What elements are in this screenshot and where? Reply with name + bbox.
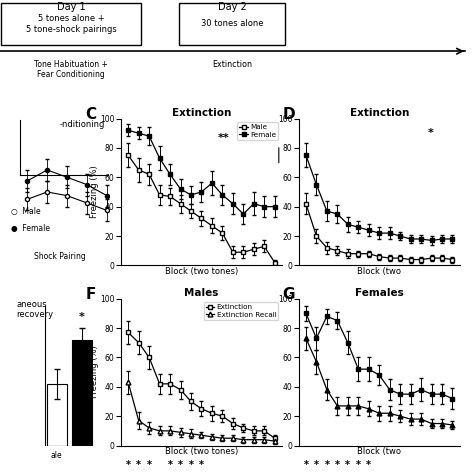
- Text: -nditioning: -nditioning: [60, 120, 105, 129]
- Text: **: **: [218, 133, 229, 143]
- Legend: Male, Female: Male, Female: [237, 122, 278, 140]
- Text: ale: ale: [51, 451, 63, 460]
- Text: Day 1: Day 1: [57, 2, 85, 12]
- Bar: [72, 340, 91, 446]
- Text: *: *: [366, 460, 371, 470]
- Text: C: C: [85, 107, 97, 122]
- Text: *: *: [428, 128, 433, 138]
- Text: *: *: [199, 460, 204, 470]
- Legend: Extinction, Extinction Recall: Extinction, Extinction Recall: [203, 302, 278, 320]
- Text: *: *: [345, 460, 350, 470]
- Y-axis label: Freezing (%): Freezing (%): [90, 346, 99, 399]
- Text: F: F: [85, 287, 96, 302]
- Text: *: *: [314, 460, 319, 470]
- Text: 5 tones alone +
5 tone-shock pairings: 5 tones alone + 5 tone-shock pairings: [26, 14, 117, 34]
- FancyBboxPatch shape: [179, 3, 285, 45]
- Text: G: G: [283, 287, 295, 302]
- X-axis label: Block (two: Block (two: [357, 267, 401, 276]
- Text: *: *: [178, 460, 183, 470]
- Title: Males: Males: [184, 288, 219, 298]
- Text: ●  Female: ● Female: [11, 224, 50, 233]
- Text: *: *: [136, 460, 141, 470]
- FancyBboxPatch shape: [1, 3, 141, 45]
- Title: Extinction: Extinction: [172, 108, 231, 118]
- Text: D: D: [283, 107, 295, 122]
- Title: Females: Females: [355, 288, 403, 298]
- Text: *: *: [356, 460, 361, 470]
- Text: aneous
recovery: aneous recovery: [16, 300, 54, 319]
- Text: ○  Male: ○ Male: [11, 207, 40, 216]
- Y-axis label: Freezing (%): Freezing (%): [90, 165, 99, 219]
- Title: Extinction: Extinction: [349, 108, 409, 118]
- Bar: [47, 384, 66, 446]
- Text: *: *: [303, 460, 309, 470]
- Text: Shock Pairing: Shock Pairing: [34, 252, 86, 261]
- Text: Extinction: Extinction: [212, 60, 252, 69]
- Text: 30 tones alone: 30 tones alone: [201, 19, 264, 28]
- X-axis label: Block (two tones): Block (two tones): [165, 267, 238, 276]
- Text: Tone Habituation +
Fear Conditioning: Tone Habituation + Fear Conditioning: [34, 60, 108, 79]
- Text: *: *: [167, 460, 173, 470]
- X-axis label: Block (two: Block (two: [357, 447, 401, 456]
- Text: *: *: [189, 460, 193, 470]
- Text: Day 2: Day 2: [218, 2, 246, 12]
- Text: *: *: [335, 460, 340, 470]
- Text: *: *: [126, 460, 131, 470]
- X-axis label: Block (two tones): Block (two tones): [165, 447, 238, 456]
- Text: *: *: [146, 460, 152, 470]
- Text: *: *: [79, 312, 85, 322]
- Text: *: *: [324, 460, 329, 470]
